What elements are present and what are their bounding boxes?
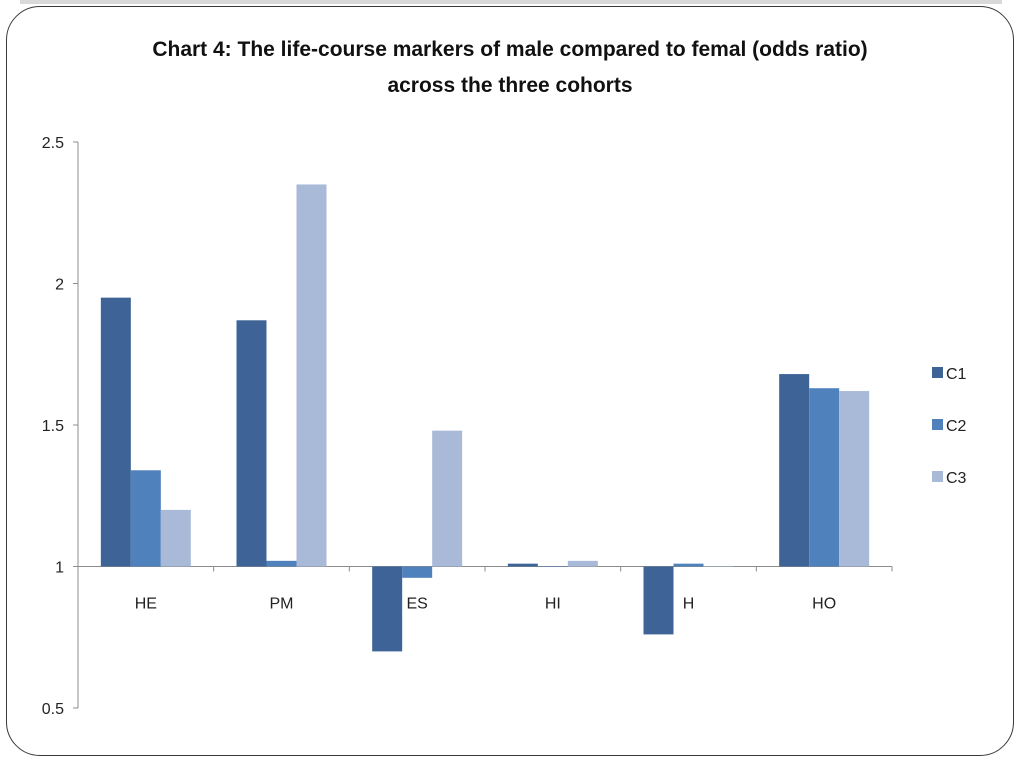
chart-title-line1: Chart 4: The life-course markers of male… [152,38,868,61]
bar-c1-h [643,566,674,635]
y-tick-label: 2.5 [42,135,64,152]
chart-title: Chart 4: The life-course markers of male… [80,32,940,104]
bar-c3-he [160,509,191,567]
legend-swatch-c2 [932,419,943,430]
x-tick-label: HE [135,596,157,613]
y-tick-label: 0.5 [42,701,64,718]
legend-label-c2: C2 [946,418,967,435]
bar-c2-hi [537,566,568,567]
bar-c1-ho [779,374,810,567]
bar-c3-pm [296,184,327,567]
bar-c2-he [130,470,161,567]
legend-swatch-c1 [932,367,943,378]
x-tick-label: PM [270,596,294,613]
bar-c1-pm [236,320,267,567]
bar-c3-ho [839,391,870,567]
x-tick-label: HI [545,596,561,613]
legend-label-c3: C3 [946,470,967,487]
bar-c2-h [673,563,704,567]
slide-frame [6,6,1014,756]
bar-c3-hi [567,560,598,567]
bar-c1-hi [507,563,538,567]
bar-c2-ho [809,388,840,567]
y-tick-label: 1 [55,560,64,577]
y-tick-label: 1.5 [42,418,64,435]
legend-label-c1: C1 [946,366,967,383]
y-tick-label: 2 [55,277,64,294]
x-tick-label: ES [406,596,427,613]
bar-c2-pm [266,560,297,567]
x-tick-label: HO [812,596,836,613]
chart-title-line2: across the three cohorts [387,74,633,97]
bar-c3-es [432,430,463,567]
legend-swatch-c3 [932,471,943,482]
bar-c2-es [402,566,433,578]
bar-c1-he [100,297,131,567]
bar-c1-es [372,566,403,652]
x-tick-label: H [683,596,695,613]
slide-top-shadow [20,0,1002,4]
bar-c3-h [703,566,734,567]
